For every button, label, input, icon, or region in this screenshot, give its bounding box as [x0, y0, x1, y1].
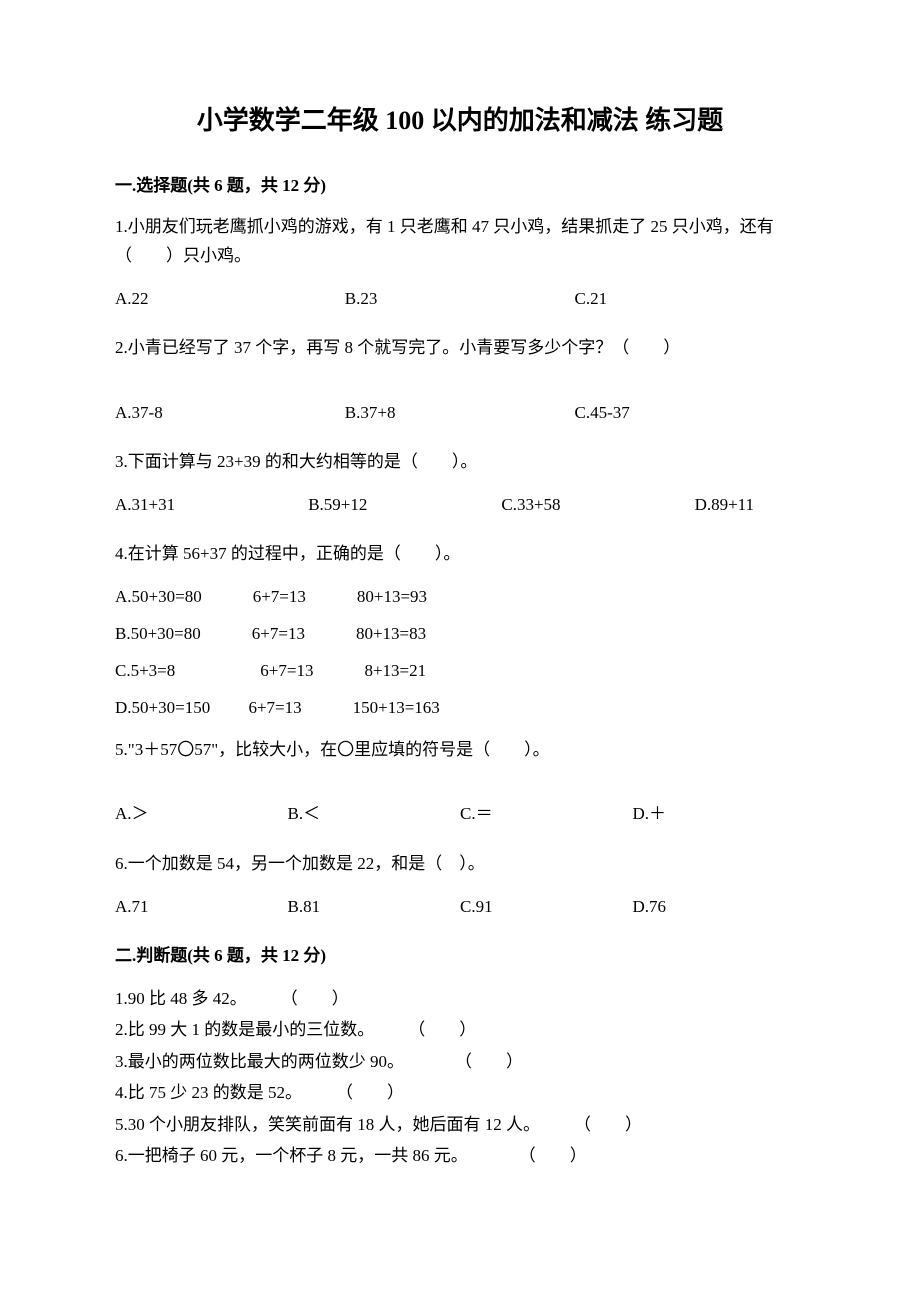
tf-item-4: 4.比 75 少 23 的数是 52。 （ ） — [115, 1077, 805, 1108]
question-2-options: A.37-8 B.37+8 C.45-37 — [115, 399, 805, 426]
option-a: A.22 — [115, 285, 345, 312]
tf-item-1: 1.90 比 48 多 42。 （ ） — [115, 983, 805, 1014]
tf-item-3: 3.最小的两位数比最大的两位数少 90。 （ ） — [115, 1046, 805, 1077]
option-c: C.33+58 — [501, 491, 694, 518]
question-1: 1.小朋友们玩老鹰抓小鸡的游戏，有 1 只老鹰和 47 只小鸡，结果抓走了 25… — [115, 213, 805, 271]
option-c: C.＝ — [460, 800, 633, 827]
option-b: B.81 — [288, 893, 461, 920]
option-a: A.71 — [115, 893, 288, 920]
question-4-option-a: A.50+30=80 6+7=13 80+13=93 — [115, 583, 805, 610]
question-5-options: A.＞ B.＜ C.＝ D.＋ — [115, 800, 805, 827]
option-b: B.23 — [345, 285, 575, 312]
question-3-options: A.31+31 B.59+12 C.33+58 D.89+11 — [115, 491, 805, 518]
question-4-option-c: C.5+3=8 6+7=13 8+13=21 — [115, 657, 805, 684]
question-1-options: A.22 B.23 C.21 — [115, 285, 805, 312]
question-4-option-b: B.50+30=80 6+7=13 80+13=83 — [115, 620, 805, 647]
option-a: A.37-8 — [115, 399, 345, 426]
option-d: D.76 — [633, 893, 806, 920]
option-b: B.59+12 — [308, 491, 501, 518]
tf-item-6: 6.一把椅子 60 元，一个杯子 8 元，一共 86 元。 （ ） — [115, 1140, 805, 1171]
option-d: D.89+11 — [695, 491, 805, 518]
tf-item-5: 5.30 个小朋友排队，笑笑前面有 18 人，她后面有 12 人。 （ ） — [115, 1109, 805, 1140]
option-a: A.31+31 — [115, 491, 308, 518]
true-false-list: 1.90 比 48 多 42。 （ ） 2.比 99 大 1 的数是最小的三位数… — [115, 983, 805, 1172]
question-3: 3.下面计算与 23+39 的和大约相等的是（ ）。 — [115, 448, 805, 477]
page-title: 小学数学二年级 100 以内的加法和减法 练习题 — [115, 100, 805, 142]
section-2-header: 二.判断题(共 6 题，共 12 分) — [115, 942, 805, 969]
question-2: 2.小青已经写了 37 个字，再写 8 个就写完了。小青要写多少个字？（ ） — [115, 334, 805, 363]
question-4: 4.在计算 56+37 的过程中，正确的是（ ）。 — [115, 540, 805, 569]
option-c: C.45-37 — [575, 399, 805, 426]
section-1-header: 一.选择题(共 6 题，共 12 分) — [115, 172, 805, 199]
option-b: B.＜ — [288, 800, 461, 827]
option-d: D.＋ — [633, 800, 806, 827]
question-6: 6.一个加数是 54，另一个加数是 22，和是（ ）。 — [115, 850, 805, 879]
option-a: A.＞ — [115, 800, 288, 827]
question-4-option-d: D.50+30=150 6+7=13 150+13=163 — [115, 694, 805, 721]
question-5: 5."3＋57〇57"，比较大小，在〇里应填的符号是（ ）。 — [115, 736, 805, 765]
option-c: C.91 — [460, 893, 633, 920]
option-c: C.21 — [575, 285, 805, 312]
option-b: B.37+8 — [345, 399, 575, 426]
tf-item-2: 2.比 99 大 1 的数是最小的三位数。 （ ） — [115, 1014, 805, 1045]
question-6-options: A.71 B.81 C.91 D.76 — [115, 893, 805, 920]
